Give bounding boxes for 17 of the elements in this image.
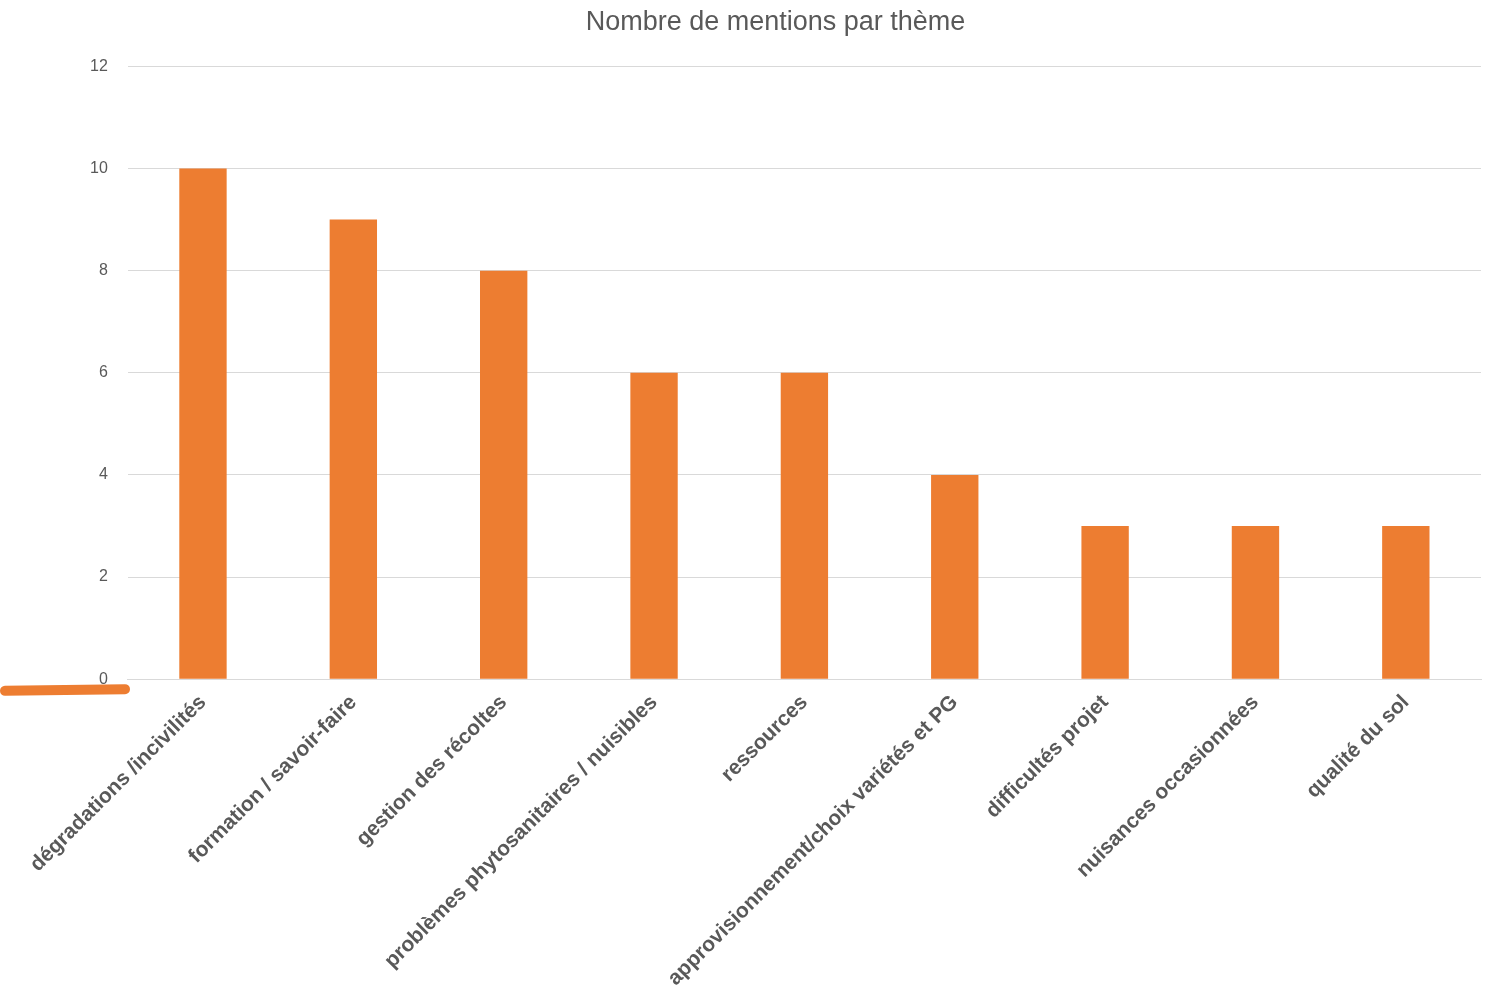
chart-title: Nombre de mentions par thème <box>585 5 966 36</box>
bar <box>1382 525 1430 679</box>
y-tick-label: 2 <box>98 567 108 585</box>
bar <box>329 219 378 679</box>
bar <box>1081 525 1129 679</box>
y-tick-label: 12 <box>90 56 108 74</box>
bar <box>179 168 227 679</box>
y-tick-label: 6 <box>98 363 108 381</box>
bar <box>931 474 979 679</box>
bar <box>780 372 829 679</box>
bar <box>1231 525 1280 679</box>
y-tick-label: 4 <box>98 465 108 483</box>
y-tick-label: 8 <box>98 261 108 279</box>
bar <box>480 270 528 679</box>
y-tick-label: 0 <box>98 669 108 687</box>
y-tick-label: 10 <box>90 158 108 176</box>
bar <box>630 372 678 679</box>
